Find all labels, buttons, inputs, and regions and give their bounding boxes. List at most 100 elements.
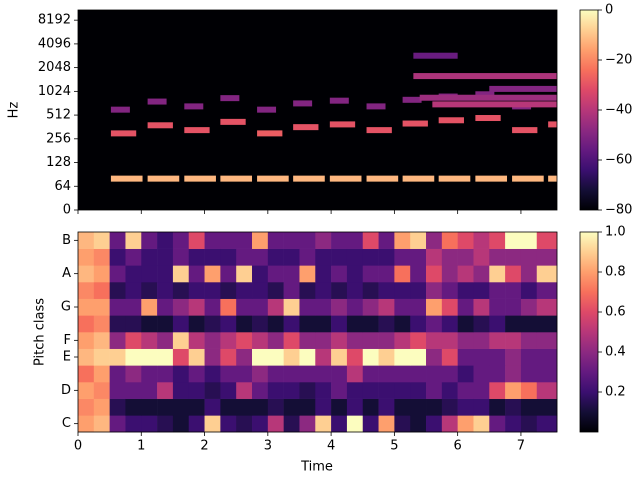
chroma-cell (141, 398, 158, 416)
chroma-cell (426, 382, 443, 399)
colorbar (579, 231, 599, 433)
spectral-band (432, 101, 557, 108)
chroma-cell (93, 232, 110, 249)
chroma-cell (172, 315, 190, 333)
chroma-cell (536, 315, 558, 333)
chroma-cell (426, 365, 443, 383)
chroma-cell (252, 398, 269, 416)
chroma-cell (394, 415, 411, 433)
y-axis-label: Hz (7, 102, 22, 119)
chroma-cell (78, 248, 95, 266)
chroma-cell (426, 232, 443, 249)
chroma-cell (109, 232, 126, 249)
chroma-cell (157, 382, 174, 399)
chroma-cell (188, 232, 205, 249)
chroma-cell (109, 315, 126, 333)
chroma-cell (172, 282, 190, 299)
chroma-cell (109, 415, 126, 433)
chroma-cell (315, 415, 332, 433)
chroma-cell (489, 232, 506, 249)
y-tick-label: 1024 (38, 84, 71, 99)
chroma-cell (505, 398, 522, 416)
spectral-band (329, 175, 362, 182)
colorbar-tick-label: 0 (605, 3, 613, 18)
chroma-cell (331, 282, 348, 299)
chroma-cell (410, 265, 427, 283)
chroma-cell (299, 298, 316, 316)
plot-frame (77, 9, 558, 211)
chroma-cell (331, 332, 348, 349)
chroma-cell (410, 365, 427, 383)
chroma-cell (441, 282, 458, 299)
chroma-cell (505, 248, 522, 266)
chroma-cell (489, 398, 506, 416)
colorbar-tick-label: 0.6 (605, 305, 626, 320)
chroma-cell (473, 332, 490, 349)
spectral-band (366, 127, 392, 134)
chroma-cell (125, 348, 142, 366)
chroma-cell (188, 332, 205, 349)
chroma-cell (252, 332, 269, 349)
chroma-cell (236, 365, 253, 383)
chroma-cell (520, 248, 538, 266)
chroma-cell (394, 232, 411, 249)
chroma-cell (505, 382, 522, 399)
chroma-cell (489, 298, 506, 316)
chroma-cell (236, 315, 253, 333)
chroma-cell (346, 332, 364, 349)
y-tick-label: C (62, 416, 71, 431)
chroma-cell (362, 348, 379, 366)
chroma-cell (378, 265, 395, 283)
x-axis-label: Time (300, 460, 333, 475)
chroma-cell (346, 248, 364, 266)
chroma-cell (536, 348, 558, 366)
colorbar-tick-label: 1.0 (605, 225, 626, 240)
chroma-cell (315, 365, 332, 383)
chroma-cell (204, 265, 221, 283)
chroma-cell (426, 298, 443, 316)
chroma-cell (299, 398, 316, 416)
chroma-cell (489, 265, 506, 283)
chroma-cell (473, 398, 490, 416)
chroma-cell (331, 415, 348, 433)
chroma-cell (315, 265, 332, 283)
colorbar-tick-label: 0.2 (605, 385, 626, 400)
chroma-cell (520, 415, 538, 433)
chroma-cell (78, 232, 95, 249)
chroma-cell (188, 265, 205, 283)
chroma-cell (78, 365, 95, 383)
x-tick-label: 4 (327, 439, 335, 454)
chroma-cell (315, 282, 332, 299)
chroma-cell (141, 248, 158, 266)
chroma-cell (473, 415, 490, 433)
chroma-cell (299, 332, 316, 349)
chroma-cell (489, 282, 506, 299)
chroma-cell (299, 232, 316, 249)
chroma-cell (172, 415, 190, 433)
chroma-cell (109, 398, 126, 416)
chroma-cell (426, 415, 443, 433)
chroma-cell (536, 332, 558, 349)
chroma-cell (236, 332, 253, 349)
chroma-cell (362, 282, 379, 299)
y-tick-label: A (62, 266, 71, 281)
chroma-cell (283, 365, 300, 383)
chroma-cell (299, 315, 316, 333)
chroma-cell (457, 248, 474, 266)
chroma-cell (331, 315, 348, 333)
chroma-cell (236, 248, 253, 266)
x-tick-label: 3 (264, 439, 272, 454)
chroma-cell (536, 248, 558, 266)
chroma-cell (220, 332, 237, 349)
chroma-cell (109, 265, 126, 283)
chroma-cell (536, 382, 558, 399)
chroma-cell (93, 265, 110, 283)
chroma-cell (362, 232, 379, 249)
y-tick-label: E (63, 350, 71, 365)
spectral-band (402, 175, 435, 182)
chroma-cell (141, 348, 158, 366)
chroma-cell (536, 282, 558, 299)
chroma-cell (252, 382, 269, 399)
chroma-cell (236, 382, 253, 399)
chroma-cell (220, 398, 237, 416)
